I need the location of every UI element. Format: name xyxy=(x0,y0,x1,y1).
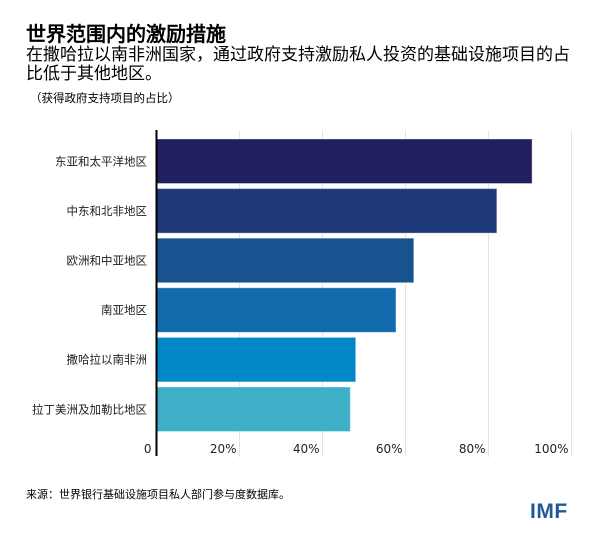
unit-note: （获得政府支持项目的占比） xyxy=(30,91,180,105)
chart-title: 世界范围内的激励措施 xyxy=(26,22,226,46)
category-label: 撒哈拉以南非洲 xyxy=(67,353,148,367)
bar-5 xyxy=(156,386,351,432)
chart-subtitle: 在撒哈拉以南非洲国家，通过政府支持激励私人投资的基础设施项目的占比低于其他地区。 xyxy=(26,45,570,84)
bar-2 xyxy=(156,237,415,284)
bar-1 xyxy=(156,188,498,234)
x-tick-label: 60% xyxy=(376,442,403,456)
source-note: 来源：世界银行基础设施项目私人部门参与度数据库。 xyxy=(26,488,290,501)
bar-3 xyxy=(156,287,397,333)
x-tick-label: 0 xyxy=(144,442,152,456)
bar-0 xyxy=(156,138,533,184)
category-label: 欧洲和中亚地区 xyxy=(67,253,148,267)
category-label: 南亚地区 xyxy=(101,303,147,317)
category-label: 东亚和太平洋地区 xyxy=(55,154,147,168)
x-tick-label: 40% xyxy=(293,442,320,456)
x-tick-label: 20% xyxy=(210,442,237,456)
x-tick-label: 100% xyxy=(534,442,568,456)
x-tick-label: 80% xyxy=(459,442,486,456)
imf-logo: IMF xyxy=(530,500,568,523)
bar-4 xyxy=(156,336,357,383)
category-label: 拉丁美洲及加勒比地区 xyxy=(32,402,147,416)
category-label: 中东和北非地区 xyxy=(67,204,148,218)
